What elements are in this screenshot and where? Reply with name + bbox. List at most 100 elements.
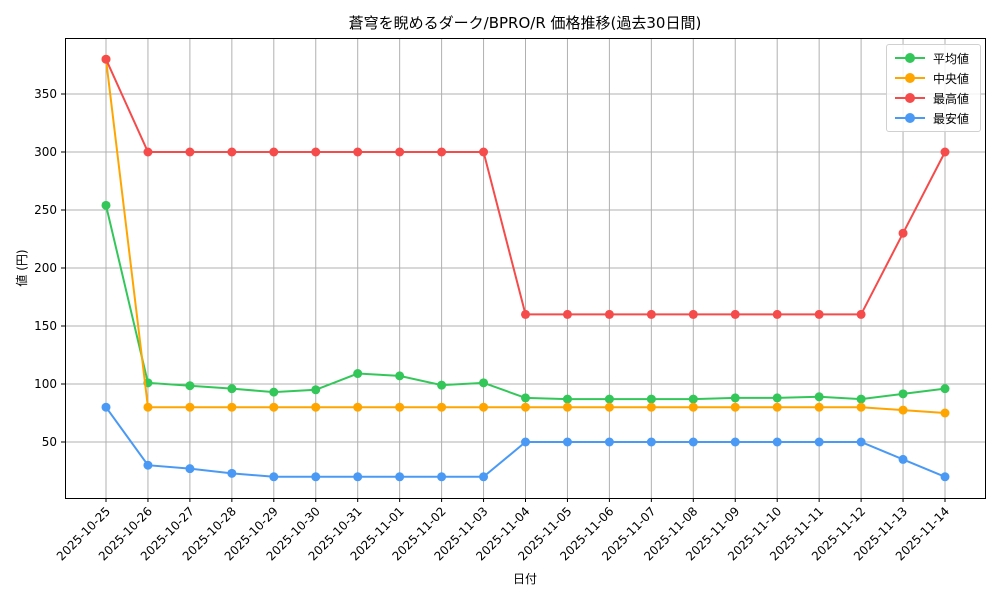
y-tick-label: 150 bbox=[34, 319, 57, 333]
data-point bbox=[101, 200, 111, 210]
data-point bbox=[143, 460, 153, 470]
legend-marker-icon bbox=[895, 72, 925, 84]
data-point bbox=[604, 402, 614, 412]
data-point bbox=[940, 408, 950, 418]
data-point bbox=[185, 147, 195, 157]
chart-legend: 平均値中央値最高値最安値 bbox=[886, 44, 981, 132]
data-point bbox=[521, 402, 530, 412]
data-point bbox=[395, 147, 405, 157]
data-point bbox=[395, 371, 405, 381]
data-point bbox=[353, 369, 363, 379]
y-tick-label: 350 bbox=[34, 87, 57, 101]
data-point bbox=[562, 437, 572, 447]
data-point bbox=[814, 437, 824, 447]
data-point bbox=[562, 402, 572, 412]
y-tick-label: 250 bbox=[34, 203, 57, 217]
series-平均値 bbox=[101, 200, 950, 404]
series-中央値 bbox=[101, 54, 950, 418]
legend-item: 中央値 bbox=[887, 68, 980, 88]
data-point bbox=[940, 147, 950, 157]
data-point bbox=[604, 394, 614, 404]
legend-label: 最安値 bbox=[933, 111, 970, 126]
data-point bbox=[898, 389, 908, 399]
data-point bbox=[688, 437, 698, 447]
data-point bbox=[227, 384, 237, 394]
legend-item: 最安値 bbox=[887, 108, 980, 128]
data-point bbox=[479, 402, 489, 412]
grid-lines bbox=[65, 38, 985, 498]
data-point bbox=[395, 402, 405, 412]
legend-marker-icon bbox=[895, 92, 925, 104]
series-最安値 bbox=[101, 402, 950, 482]
data-point bbox=[646, 394, 656, 404]
data-point bbox=[185, 381, 195, 391]
data-point bbox=[269, 472, 279, 482]
y-axis-label: 値 (円) bbox=[14, 249, 29, 286]
data-point bbox=[353, 147, 363, 157]
data-point bbox=[604, 437, 614, 447]
data-point bbox=[395, 472, 405, 482]
data-point bbox=[437, 147, 447, 157]
x-axis-ticks: 2025-10-252025-10-262025-10-272025-10-28… bbox=[54, 498, 952, 563]
data-point bbox=[311, 147, 321, 157]
data-point bbox=[143, 147, 153, 157]
x-axis-label: 日付 bbox=[513, 572, 537, 586]
data-point bbox=[521, 309, 530, 319]
data-point bbox=[269, 387, 279, 397]
legend-label: 中央値 bbox=[933, 71, 970, 86]
data-point bbox=[688, 309, 698, 319]
data-point bbox=[353, 472, 363, 482]
legend-label: 最高値 bbox=[933, 91, 970, 106]
data-point bbox=[227, 402, 237, 412]
legend-item: 最高値 bbox=[887, 88, 980, 108]
data-point bbox=[562, 394, 572, 404]
data-point bbox=[227, 147, 237, 157]
data-point bbox=[814, 402, 824, 412]
data-point bbox=[814, 309, 824, 319]
data-point bbox=[646, 402, 656, 412]
series-最高値 bbox=[101, 54, 950, 319]
data-point bbox=[772, 309, 782, 319]
data-point bbox=[646, 437, 656, 447]
data-point bbox=[898, 405, 908, 415]
data-point bbox=[856, 402, 866, 412]
data-point bbox=[437, 402, 447, 412]
data-point bbox=[772, 393, 782, 403]
data-point bbox=[814, 392, 824, 402]
data-point bbox=[940, 384, 950, 394]
y-tick-label: 200 bbox=[34, 261, 57, 275]
data-point bbox=[479, 378, 489, 388]
y-tick-label: 300 bbox=[34, 145, 57, 159]
data-point bbox=[898, 454, 908, 464]
data-point bbox=[730, 393, 740, 403]
data-point bbox=[646, 309, 656, 319]
data-point bbox=[227, 468, 237, 478]
legend-label: 平均値 bbox=[933, 51, 970, 66]
data-point bbox=[311, 385, 321, 395]
data-point bbox=[898, 228, 908, 238]
data-point bbox=[772, 437, 782, 447]
data-point bbox=[185, 464, 195, 474]
data-point bbox=[730, 402, 740, 412]
y-tick-label: 100 bbox=[34, 377, 57, 391]
legend-marker-icon bbox=[895, 52, 925, 64]
chart-title: 蒼穹を睨めるダーク/BPRO/R 価格推移(過去30日間) bbox=[348, 14, 702, 32]
data-point bbox=[311, 472, 321, 482]
data-point bbox=[856, 437, 866, 447]
data-point bbox=[688, 394, 698, 404]
data-point bbox=[269, 402, 279, 412]
data-point bbox=[185, 402, 195, 412]
legend-item: 平均値 bbox=[887, 48, 980, 68]
legend-marker-icon bbox=[895, 112, 925, 124]
data-point bbox=[521, 393, 530, 403]
data-point bbox=[688, 402, 698, 412]
data-point bbox=[730, 309, 740, 319]
y-tick-label: 50 bbox=[42, 435, 57, 449]
data-point bbox=[521, 437, 530, 447]
y-axis-ticks: 50 100 150 200 250 300 350 bbox=[34, 87, 65, 449]
data-point bbox=[940, 472, 950, 482]
data-point bbox=[730, 437, 740, 447]
data-point bbox=[479, 472, 489, 482]
data-point bbox=[604, 309, 614, 319]
data-point bbox=[479, 147, 489, 157]
